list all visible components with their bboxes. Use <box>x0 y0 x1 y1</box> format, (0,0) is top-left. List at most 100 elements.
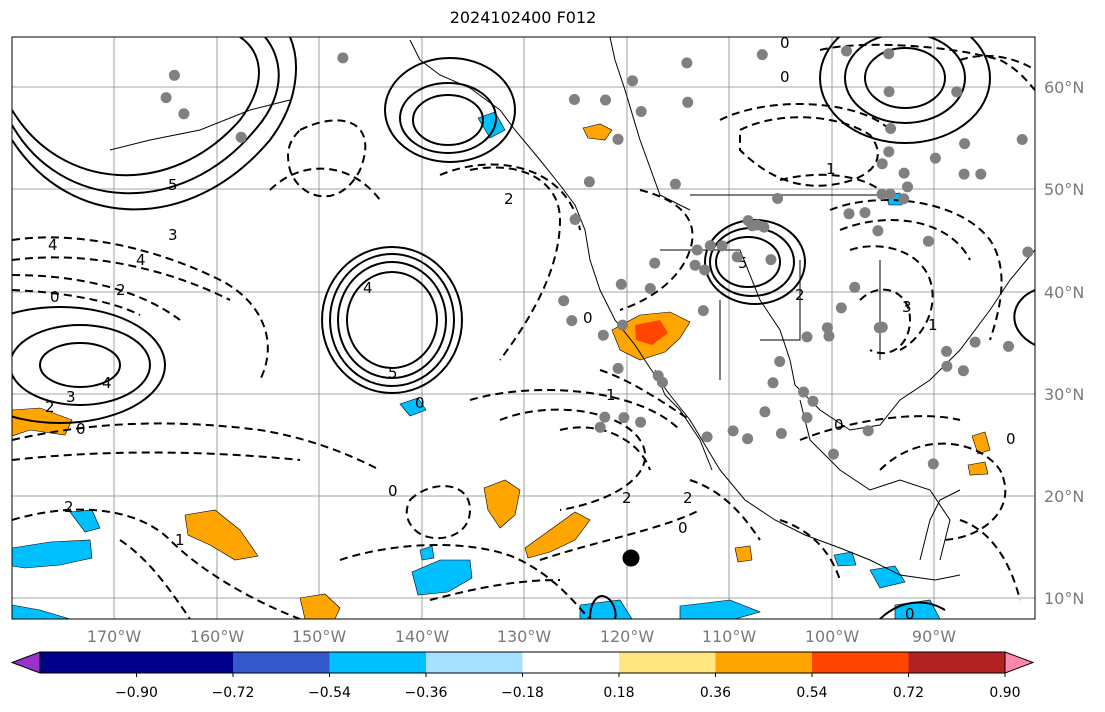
station-marker <box>929 152 941 164</box>
positive-shade-region <box>483 479 521 529</box>
contour-label: 0 <box>905 605 915 623</box>
station-marker <box>746 220 758 232</box>
station-marker <box>772 193 784 204</box>
lat-label: 10°N <box>1044 589 1084 608</box>
negative-shade-region <box>399 397 427 417</box>
station-marker <box>1016 134 1028 145</box>
station-marker <box>635 106 647 117</box>
contour-label: 0 <box>583 309 593 327</box>
black-dot <box>622 549 640 567</box>
station-marker <box>612 362 624 374</box>
station-marker <box>689 259 701 271</box>
station-marker <box>644 283 656 294</box>
station-marker <box>883 48 895 60</box>
station-marker <box>927 458 939 470</box>
station-marker <box>898 193 910 205</box>
positive-shade-region <box>582 123 613 141</box>
strong-positive-shade-region <box>635 320 668 345</box>
station-marker <box>876 188 888 200</box>
station-marker <box>615 278 627 290</box>
station-marker <box>884 188 896 200</box>
station-marker <box>160 92 172 104</box>
station-marker <box>727 425 739 437</box>
station-marker <box>178 108 190 120</box>
colorbar-segment <box>715 652 813 673</box>
station-marker <box>758 221 770 233</box>
positive-shade-region <box>734 545 753 563</box>
latitude-labels: 60°N 50°N 40°N 30°N 20°N 10°N <box>1044 78 1084 608</box>
colorbar-tick-label: 0.72 <box>893 685 924 701</box>
colorbar-segment <box>40 652 137 673</box>
station-marker <box>843 208 855 220</box>
colorbar-tick-label: 0.54 <box>796 685 827 701</box>
station-marker <box>883 86 895 98</box>
station-marker <box>841 45 852 57</box>
station-marker <box>821 322 833 334</box>
station-marker <box>583 176 595 188</box>
negative-shade-region <box>869 565 906 589</box>
contour-label: 0 <box>678 519 688 537</box>
coastlines <box>109 37 1035 581</box>
shaded-fields <box>12 111 991 619</box>
station-marker <box>756 49 768 61</box>
negative-shade-region <box>419 545 435 561</box>
station-marker <box>849 281 861 293</box>
station-marker <box>566 315 578 327</box>
contour-label: 2 <box>504 190 514 208</box>
contour-label: 0 <box>1006 430 1016 448</box>
negative-shade-region <box>12 604 71 619</box>
station-marker <box>731 251 743 263</box>
station-marker <box>704 240 716 252</box>
lon-label: 150°W <box>292 627 347 646</box>
station-marker <box>669 178 681 190</box>
contour-label: 2 <box>116 281 126 299</box>
colorbar-segment <box>426 652 523 673</box>
colorbar-tick-label: −0.54 <box>308 685 351 701</box>
negative-shade-region <box>477 111 506 139</box>
contour-label: 0 <box>780 68 790 86</box>
contour-label: 1 <box>175 531 185 549</box>
contour-label: 3 <box>66 388 76 406</box>
map-frame <box>11 36 1036 620</box>
station-marker <box>941 345 952 357</box>
station-marker <box>568 94 580 105</box>
longitude-labels: 170°W 160°W 150°W 140°W 130°W 120°W 110°… <box>87 627 956 646</box>
station-marker <box>775 428 787 439</box>
station-marker <box>627 75 638 87</box>
lon-label: 170°W <box>87 627 142 646</box>
contour-label: 0 <box>780 34 790 52</box>
colorbar-tick-label: 0.90 <box>989 685 1020 701</box>
colorbar-tick-label: 0.36 <box>700 685 731 701</box>
lat-label: 60°N <box>1044 78 1084 97</box>
station-marker <box>716 240 728 252</box>
lat-label: 50°N <box>1044 180 1084 199</box>
colorbar-segment <box>908 652 1006 673</box>
station-marker <box>1003 340 1014 352</box>
contour-label: 4 <box>136 251 146 269</box>
station-marker <box>941 360 953 372</box>
colorbar-arrow-left <box>10 651 41 674</box>
station-marker <box>807 395 819 407</box>
station-marker <box>597 329 609 341</box>
colorbar-tick-label: −0.90 <box>115 685 158 701</box>
station-marker <box>691 244 703 256</box>
contour-labels: 5 3 4 4 2 0 3 4 2 0 4 5 2 0 2 1 0 2 0 1 … <box>45 34 1016 623</box>
colorbar-segment <box>233 652 330 673</box>
contour-label: 2 <box>64 498 74 516</box>
lon-label: 120°W <box>600 627 655 646</box>
station-marker <box>767 377 779 389</box>
station-marker <box>742 433 754 445</box>
station-marker <box>885 123 897 134</box>
negative-shade-region <box>12 539 93 569</box>
station-marker <box>617 319 628 331</box>
station-marker <box>801 412 813 424</box>
contour-label: 2 <box>622 489 632 507</box>
contour-label: 1 <box>928 316 938 334</box>
contour-label: 4 <box>102 374 112 392</box>
station-marker <box>862 425 874 437</box>
contour-label: 5 <box>388 364 398 382</box>
solid-contours <box>12 37 1035 619</box>
negative-shade-region <box>679 599 761 619</box>
station-marker <box>958 168 970 180</box>
station-marker <box>774 356 786 367</box>
